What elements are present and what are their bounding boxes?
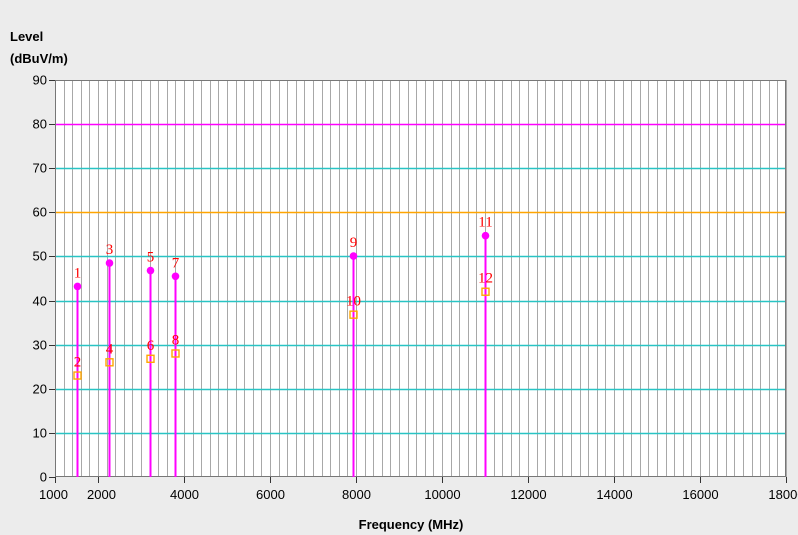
point-label: 3 <box>106 242 114 258</box>
data-point <box>146 354 155 363</box>
x-tick-label: 4000 <box>170 487 199 502</box>
x-tick-label: 18000 <box>768 487 798 502</box>
x-axis-title: Frequency (MHz) <box>359 517 464 532</box>
y-tick-label: 40 <box>33 294 47 309</box>
point-label: 12 <box>478 271 493 287</box>
y-tick-label: 90 <box>33 73 47 88</box>
point-label: 7 <box>172 255 180 271</box>
plot-area <box>55 80 786 477</box>
point-label: 11 <box>478 215 492 231</box>
data-point <box>349 252 358 260</box>
y-tick-label: 20 <box>33 382 47 397</box>
data-point <box>73 282 82 291</box>
point-label: 9 <box>350 235 358 251</box>
point-label: 4 <box>106 341 114 357</box>
y-tick-label: 70 <box>33 161 47 176</box>
point-label: 1 <box>74 265 82 281</box>
x-tick-label: 6000 <box>256 487 285 502</box>
y-axis-title-line1: Level <box>10 29 43 44</box>
y-tick-label: 80 <box>33 117 47 132</box>
data-point <box>73 371 82 380</box>
point-label: 2 <box>74 355 82 371</box>
x-tick-label: 2000 <box>87 487 116 502</box>
y-tick-label: 50 <box>33 249 47 264</box>
data-point <box>105 259 114 267</box>
point-label: 10 <box>346 294 361 310</box>
y-tick-label: 0 <box>40 470 47 485</box>
x-tick-label: 10000 <box>424 487 460 502</box>
point-label: 6 <box>147 338 155 354</box>
data-point <box>105 358 114 367</box>
point-label: 5 <box>147 250 155 266</box>
data-point <box>146 266 155 275</box>
x-tick-label: 12000 <box>510 487 546 502</box>
data-point <box>481 231 490 240</box>
data-point <box>171 349 180 358</box>
data-point <box>349 310 358 319</box>
point-label: 8 <box>172 332 180 348</box>
data-point <box>481 287 490 296</box>
y-tick-label: 10 <box>33 426 47 441</box>
data-point <box>171 272 180 281</box>
x-tick-label: 8000 <box>342 487 371 502</box>
x-tick-label: 16000 <box>682 487 718 502</box>
y-tick-label: 30 <box>33 338 47 353</box>
plot-border <box>55 80 786 477</box>
y-tick-label: 60 <box>33 205 47 220</box>
x-tick-label: 1000 <box>39 487 68 502</box>
x-tick-label: 14000 <box>596 487 632 502</box>
y-axis-title-line2: (dBuV/m) <box>10 51 68 66</box>
